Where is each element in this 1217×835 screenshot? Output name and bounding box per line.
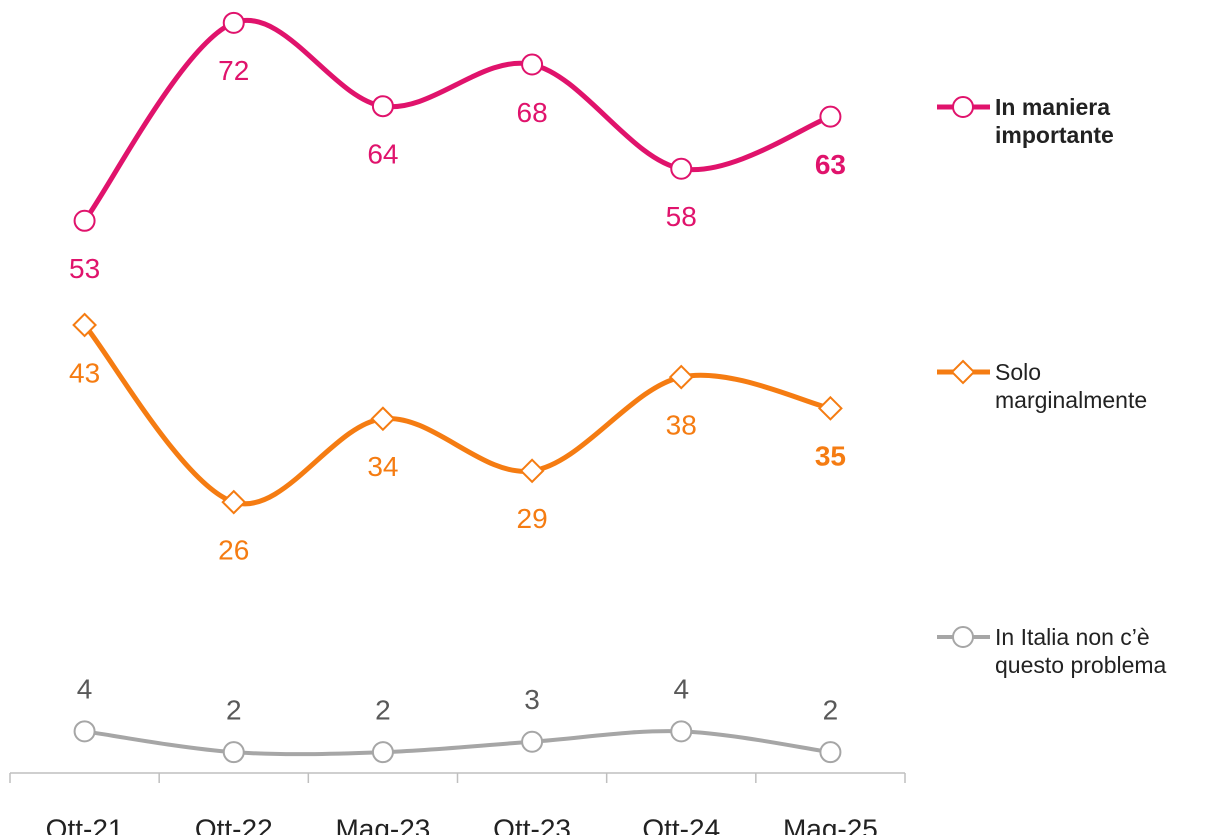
data-point bbox=[670, 720, 693, 743]
x-tick-label: Mag-25 bbox=[783, 813, 878, 835]
data-point bbox=[73, 720, 96, 743]
data-label: 53 bbox=[69, 253, 100, 284]
data-point bbox=[222, 741, 245, 764]
data-label: 43 bbox=[69, 357, 100, 388]
x-tick-label: Ott-24 bbox=[642, 813, 720, 835]
data-label: 4 bbox=[673, 674, 689, 705]
series-line bbox=[82, 323, 831, 507]
data-point bbox=[819, 105, 842, 128]
legend-marker bbox=[950, 359, 976, 385]
legend-label: Solo marginalmente bbox=[995, 359, 1148, 413]
x-tick-label: Ott-21 bbox=[46, 813, 124, 835]
legend-label: In maniera importante bbox=[995, 94, 1114, 148]
x-tick-label: Ott-23 bbox=[493, 813, 571, 835]
data-label: 2 bbox=[823, 695, 839, 726]
data-label: 2 bbox=[226, 695, 242, 726]
data-label: 3 bbox=[524, 684, 540, 715]
data-point bbox=[670, 157, 693, 180]
data-point bbox=[819, 741, 842, 764]
data-point bbox=[371, 95, 394, 118]
data-label: 64 bbox=[367, 139, 398, 170]
data-point bbox=[818, 395, 843, 421]
data-label: 72 bbox=[218, 55, 249, 86]
data-label: 26 bbox=[218, 534, 249, 565]
data-label: 34 bbox=[367, 451, 398, 482]
data-label: 2 bbox=[375, 695, 391, 726]
data-label: 38 bbox=[666, 409, 697, 440]
data-point bbox=[521, 730, 544, 753]
data-label: 68 bbox=[517, 97, 548, 128]
data-point bbox=[668, 364, 694, 390]
data-label: 58 bbox=[666, 201, 697, 232]
data-point bbox=[371, 741, 394, 764]
data-point bbox=[221, 489, 247, 515]
series-line bbox=[84, 729, 831, 757]
x-tick-label: Mag-23 bbox=[335, 813, 430, 835]
legend-marker bbox=[952, 96, 974, 118]
data-label: 4 bbox=[77, 674, 93, 705]
legend-marker bbox=[952, 626, 974, 648]
data-point bbox=[222, 11, 245, 34]
data-label: 63 bbox=[815, 149, 846, 180]
data-label: 29 bbox=[517, 503, 548, 534]
series-line bbox=[82, 17, 832, 223]
data-point bbox=[519, 458, 545, 484]
data-label: 35 bbox=[815, 441, 846, 472]
legend-label: In Italia non c’è questo problema bbox=[995, 624, 1167, 678]
data-point bbox=[73, 209, 96, 232]
data-point bbox=[521, 53, 544, 76]
data-point bbox=[370, 406, 396, 432]
x-tick-label: Ott-22 bbox=[195, 813, 273, 835]
data-point bbox=[72, 312, 97, 338]
